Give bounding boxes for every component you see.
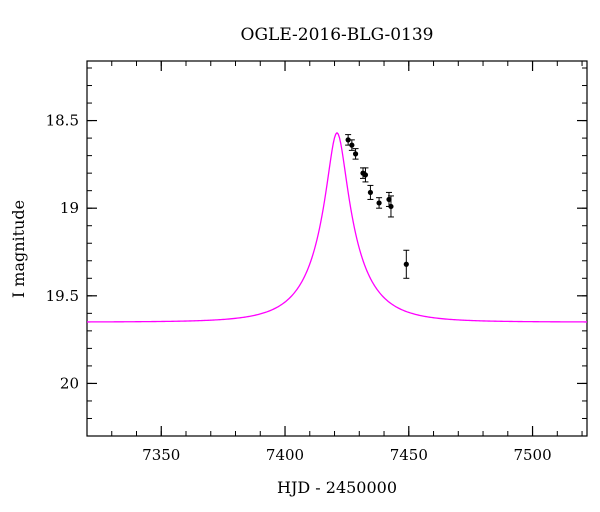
data-point bbox=[345, 137, 351, 143]
model-layer bbox=[87, 131, 587, 323]
data-point bbox=[349, 142, 355, 148]
data-point bbox=[386, 196, 392, 203]
data-point bbox=[403, 261, 409, 267]
data-point bbox=[367, 189, 374, 196]
data-point bbox=[362, 172, 369, 178]
x-axis-label: HJD - 2450000 bbox=[277, 478, 397, 497]
plot-area: 7350 7400 7450 7500 18.5 19 19.5 20 bbox=[46, 60, 588, 464]
chart-title: OGLE-2016-BLG-0139 bbox=[241, 25, 434, 45]
data-points-layer bbox=[345, 134, 410, 279]
plot-frame bbox=[86, 60, 588, 437]
major-ticks bbox=[87, 61, 587, 436]
y-tick-label: 19 bbox=[60, 199, 79, 217]
x-tick-label: 7450 bbox=[390, 446, 428, 464]
tick-labels: 7350 7400 7450 7500 18.5 19 19.5 20 bbox=[46, 112, 552, 464]
x-tick-label: 7400 bbox=[266, 446, 304, 464]
data-point bbox=[388, 203, 394, 210]
x-tick-label: 7350 bbox=[142, 446, 180, 464]
y-tick-label: 20 bbox=[60, 374, 79, 392]
y-tick-label: 19.5 bbox=[46, 287, 79, 305]
x-tick-label: 7500 bbox=[513, 446, 551, 464]
minor-ticks bbox=[86, 61, 587, 437]
model-curve bbox=[87, 131, 587, 323]
data-point bbox=[376, 200, 382, 206]
y-axis-label: I magnitude bbox=[9, 200, 28, 298]
y-tick-label: 18.5 bbox=[46, 112, 79, 130]
data-point bbox=[352, 151, 359, 157]
